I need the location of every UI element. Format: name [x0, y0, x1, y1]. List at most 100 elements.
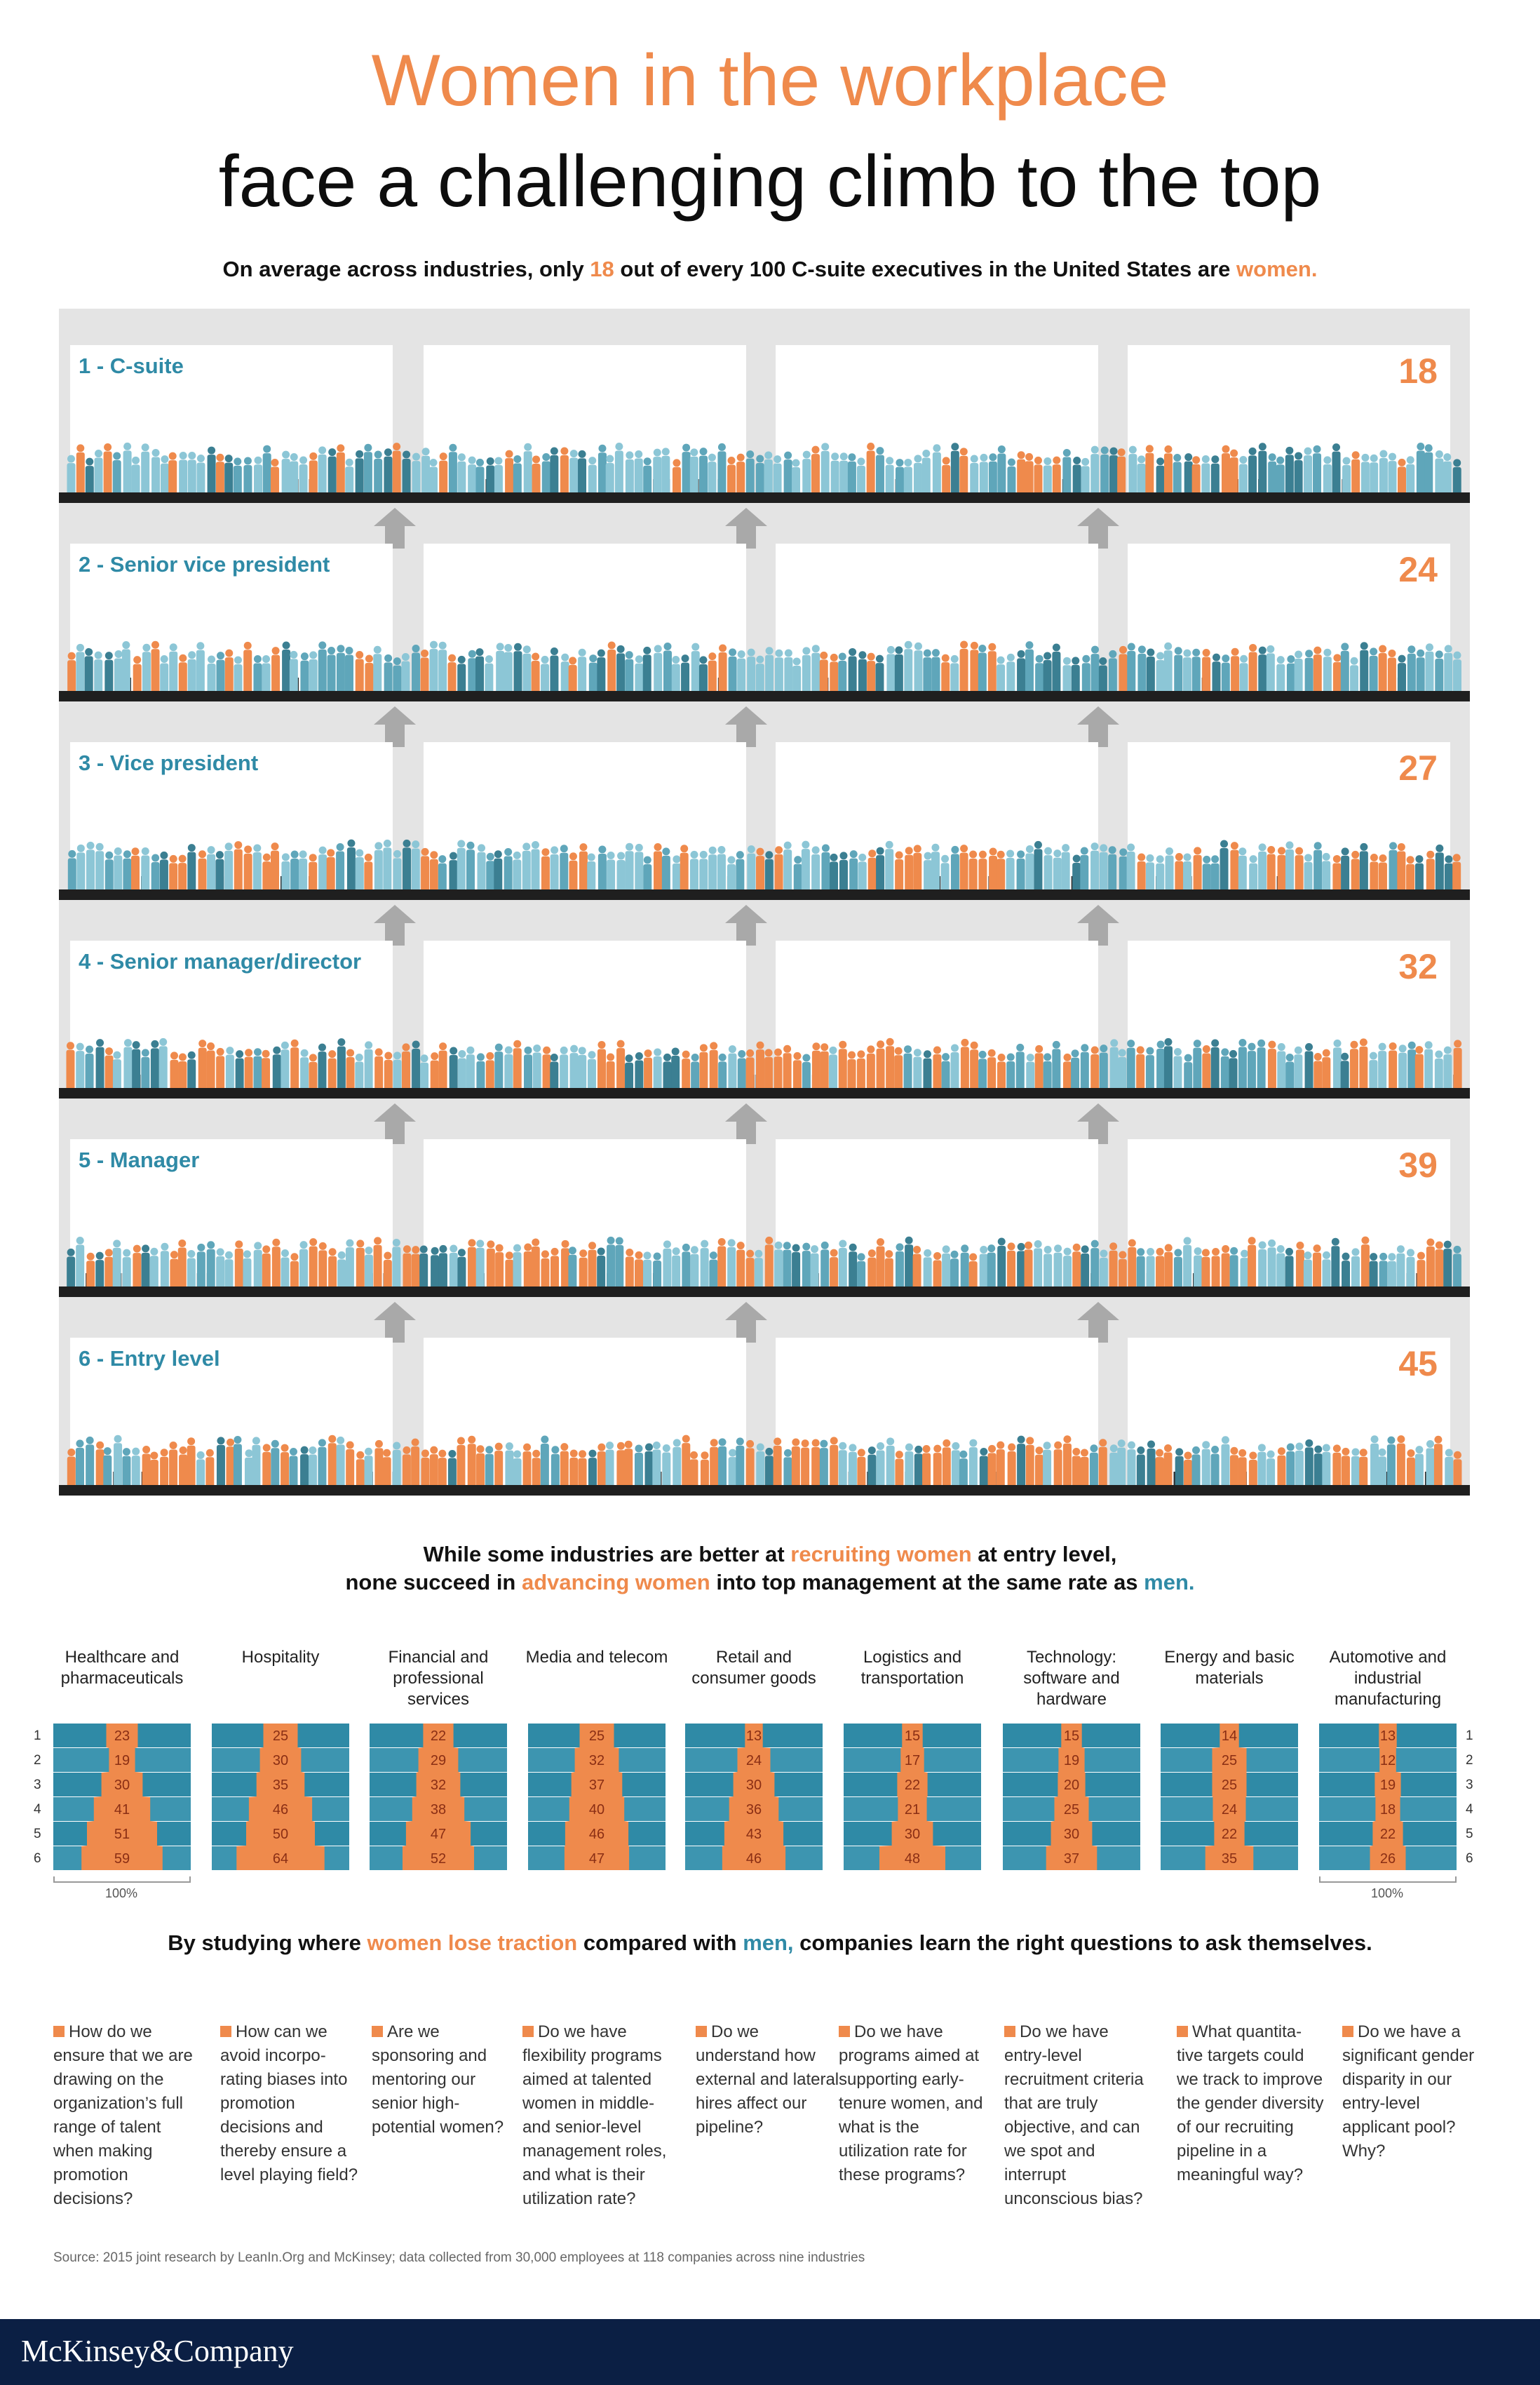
person-figure	[290, 850, 299, 896]
person-figure	[1349, 1040, 1358, 1095]
person-figure	[486, 457, 495, 499]
data-label: 30	[114, 1778, 130, 1793]
person-figure	[393, 657, 402, 698]
person-figure	[1043, 1053, 1052, 1095]
person-figure	[1359, 1038, 1368, 1095]
person-figure	[1377, 1448, 1386, 1492]
person-figure	[1136, 1446, 1145, 1492]
person-figure	[1340, 1052, 1349, 1095]
person-figure	[783, 1449, 792, 1492]
person-figure	[942, 1245, 951, 1294]
person-figure	[1267, 1239, 1276, 1294]
person-figure	[85, 1045, 94, 1095]
person-figure	[1173, 454, 1182, 499]
person-figure	[318, 1242, 327, 1294]
person-figure	[532, 1044, 541, 1095]
up-arrow-icon	[374, 1302, 416, 1343]
person-figure	[681, 654, 690, 698]
person-figure	[1285, 1247, 1294, 1294]
person-figure	[1304, 650, 1313, 698]
person-figure	[1034, 456, 1043, 499]
person-figure	[728, 1449, 737, 1492]
person-figure	[457, 655, 466, 698]
level-value: 27	[1398, 748, 1438, 788]
person-figure	[1194, 1247, 1203, 1294]
person-figure	[959, 640, 968, 698]
floor-line	[59, 1088, 1470, 1099]
person-figure	[114, 1435, 123, 1492]
person-figure	[216, 1248, 225, 1294]
person-figure	[867, 1446, 877, 1492]
person-figure	[978, 645, 987, 698]
person-figure	[654, 645, 663, 698]
data-label: 14	[1222, 1728, 1237, 1744]
person-figure	[1294, 1046, 1303, 1095]
person-figure	[987, 1049, 997, 1095]
person-figure	[1369, 647, 1378, 698]
person-figure	[123, 850, 132, 896]
person-figure	[383, 1251, 392, 1294]
person-figure	[1398, 1044, 1407, 1095]
person-figure	[578, 648, 587, 698]
person-figure	[1443, 1240, 1452, 1294]
person-figure	[819, 651, 828, 698]
person-figure	[1099, 844, 1108, 896]
up-arrow-icon	[374, 905, 416, 946]
person-figure	[412, 452, 421, 499]
person-figure	[1388, 452, 1397, 499]
person-figure	[578, 450, 587, 499]
person-figure	[1156, 855, 1165, 896]
person-figure	[254, 456, 263, 499]
person-figure	[1221, 1244, 1230, 1294]
person-figure	[578, 1047, 587, 1095]
person-figure	[505, 450, 514, 499]
person-figure	[122, 1249, 131, 1294]
question-item: Do we have flexibility programs aimed at…	[522, 2020, 670, 2211]
person-figure	[429, 640, 438, 698]
person-figure	[1016, 850, 1025, 896]
person-figure	[950, 1044, 959, 1095]
person-figure	[531, 840, 540, 896]
title-line-2: face a challenging climb to the top	[218, 141, 1322, 222]
person-figure	[745, 1249, 755, 1294]
person-figure	[76, 1042, 85, 1095]
person-figure	[615, 1237, 624, 1294]
person-figure	[933, 1444, 942, 1492]
level-value: 18	[1398, 351, 1438, 391]
person-figure	[885, 840, 894, 896]
person-figure	[987, 1244, 996, 1294]
person-figure	[1453, 1451, 1462, 1492]
person-figure	[588, 457, 597, 499]
person-figure	[384, 448, 393, 499]
person-figure	[978, 1050, 987, 1095]
person-figure	[606, 1053, 615, 1095]
person-figure	[179, 1446, 188, 1492]
person-figure	[820, 443, 830, 499]
person-figure	[876, 847, 885, 896]
person-figure	[894, 1047, 903, 1095]
person-figure	[1230, 842, 1239, 896]
person-figure	[747, 845, 756, 896]
industry-funnel: 15 17 22 21 30 48	[844, 1724, 981, 1870]
person-figure	[886, 1437, 895, 1492]
person-figure	[689, 1451, 698, 1492]
person-figure	[1443, 453, 1452, 499]
person-figure	[560, 845, 569, 896]
data-label: 59	[114, 1851, 130, 1867]
person-figure	[374, 450, 383, 499]
person-figure	[773, 455, 782, 499]
person-figure	[1109, 1039, 1119, 1095]
person-figure	[67, 1248, 76, 1294]
person-figure	[895, 1243, 904, 1294]
person-figure	[318, 1439, 327, 1492]
person-figure	[1276, 456, 1285, 499]
person-figure	[531, 1238, 540, 1294]
person-figure	[588, 1242, 597, 1294]
person-figure	[588, 1449, 597, 1492]
subtitle-emphasis: women.	[1236, 257, 1318, 281]
data-label: 26	[1380, 1851, 1396, 1867]
person-figure	[513, 851, 522, 896]
person-figure	[1099, 1249, 1108, 1294]
person-figure	[1304, 1439, 1313, 1492]
person-figure	[1333, 1039, 1342, 1095]
